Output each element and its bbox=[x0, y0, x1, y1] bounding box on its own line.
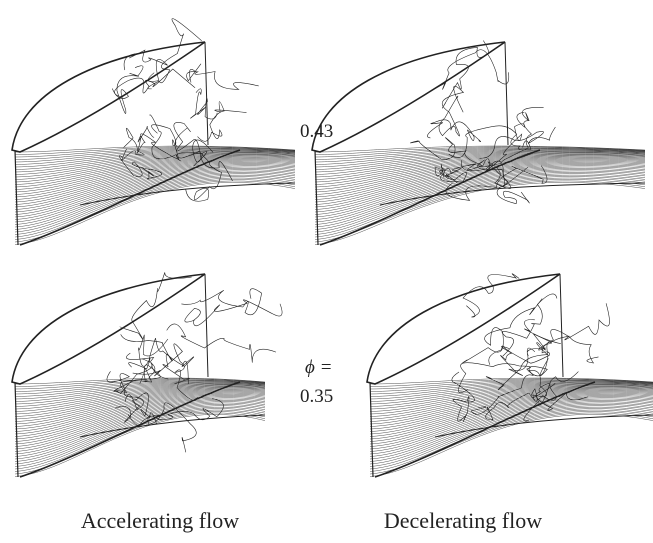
blade bbox=[312, 42, 505, 152]
streamline bbox=[315, 182, 645, 244]
streamline bbox=[370, 414, 653, 476]
trailing-line bbox=[205, 274, 208, 377]
streamline bbox=[315, 174, 645, 230]
streamline bbox=[370, 392, 653, 434]
hub-edge bbox=[370, 382, 373, 477]
streamline bbox=[15, 182, 295, 244]
vortex-line bbox=[126, 338, 193, 384]
trailing-line bbox=[205, 42, 208, 145]
streamline bbox=[370, 400, 653, 451]
vortex-line bbox=[185, 300, 282, 326]
streamline bbox=[370, 410, 653, 469]
panels bbox=[12, 19, 653, 477]
streamline bbox=[15, 181, 295, 242]
streamline bbox=[370, 396, 653, 444]
trailing-line bbox=[505, 42, 508, 145]
streamline bbox=[370, 389, 653, 426]
blade bbox=[12, 274, 205, 384]
wake-edge bbox=[80, 415, 265, 437]
streamline bbox=[370, 393, 653, 436]
streamline bbox=[370, 398, 653, 447]
blade bbox=[367, 274, 560, 384]
streamline bbox=[315, 177, 645, 235]
flow-panel bbox=[367, 274, 653, 477]
caption-left: Accelerating flow bbox=[81, 508, 239, 533]
streamline bbox=[15, 411, 265, 471]
streamline bbox=[15, 171, 295, 225]
figure: 0.43 ϕ = 0.35 Accelerating flow Decelera… bbox=[0, 0, 653, 543]
flow-panel bbox=[12, 272, 282, 477]
vortex-line bbox=[524, 303, 609, 342]
streamline bbox=[15, 407, 265, 464]
vortex-line bbox=[190, 89, 217, 119]
vortex-line bbox=[427, 120, 480, 142]
phi-label: ϕ = bbox=[305, 357, 332, 378]
caption-right: Decelerating flow bbox=[384, 508, 542, 533]
streamline bbox=[370, 407, 653, 464]
hub-edge bbox=[15, 150, 18, 245]
flow-panel bbox=[12, 19, 295, 245]
streamline bbox=[15, 157, 295, 194]
streamline bbox=[15, 395, 265, 441]
hub-edge bbox=[15, 382, 18, 477]
streamline bbox=[15, 164, 295, 212]
flow-panel bbox=[312, 41, 645, 246]
streamline bbox=[15, 178, 295, 237]
streamline bbox=[370, 413, 653, 474]
streamline bbox=[315, 168, 645, 219]
vortex-line bbox=[167, 324, 276, 363]
hub-edge bbox=[315, 150, 318, 245]
vortex-line bbox=[187, 64, 259, 89]
flow-coefficient-top: 0.43 bbox=[300, 121, 333, 142]
vortex-line bbox=[129, 335, 168, 369]
trailing-line bbox=[560, 274, 563, 377]
streamline bbox=[15, 396, 265, 444]
streamline bbox=[15, 388, 265, 424]
blade bbox=[12, 42, 205, 152]
streamline bbox=[15, 398, 265, 447]
streamline bbox=[15, 166, 295, 215]
flow-coefficient-bottom: 0.35 bbox=[300, 386, 333, 407]
